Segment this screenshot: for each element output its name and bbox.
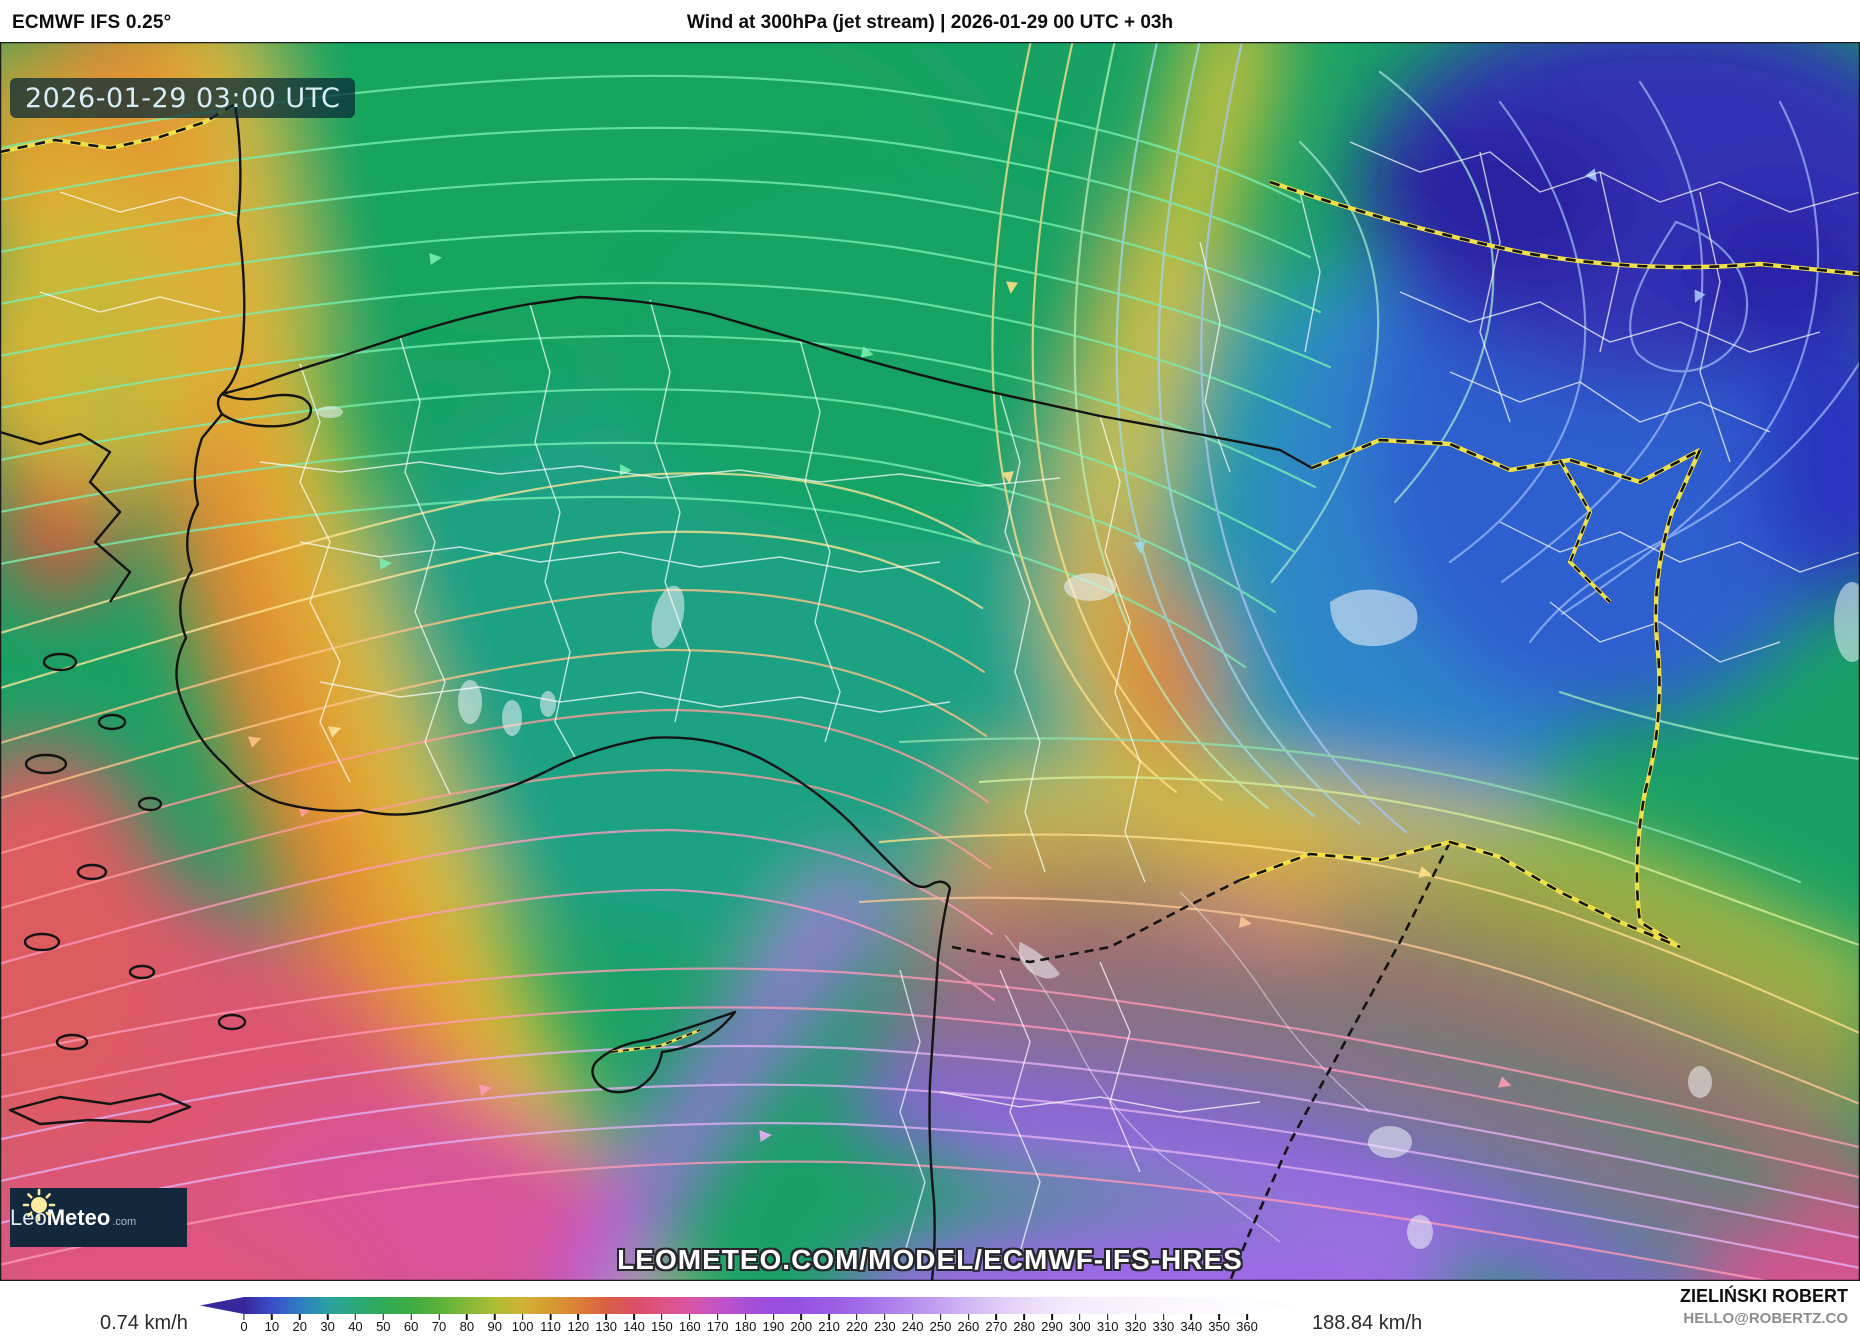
logo-tld: .com [112,1215,137,1228]
watermark-url: LEOMETEO.COM/MODEL/ECMWF-IFS-HRES [617,1244,1243,1275]
legend-tick: 110 [540,1314,561,1334]
legend-tick: 40 [348,1314,363,1334]
header-bar: ECMWF IFS 0.25° Wind at 300hPa (jet stre… [0,0,1860,42]
legend-tick: 130 [595,1314,617,1334]
legend-tick: 180 [735,1314,756,1334]
legend-ticks: 0 10 20 30 40 50 60 70 80 90 100 110 120 130 140 150 160… [240,1314,1258,1336]
legend-tick: 150 [651,1314,673,1334]
legend-tick: 60 [404,1314,418,1334]
logo-meteo: Meteo [46,1204,111,1230]
legend-tick: 350 [1208,1314,1230,1334]
legend-tick: 140 [623,1314,645,1334]
page-title: Wind at 300hPa (jet stream) | 2026-01-29… [686,12,1174,33]
rivers-layer [1004,891,1371,1243]
legend-tick: 290 [1041,1314,1063,1334]
legend-tick: 10 [265,1314,279,1334]
legend-tick: 240 [902,1314,924,1334]
legend-tick: 340 [1180,1314,1202,1334]
sun-icon [22,1188,56,1222]
streamlines-layer [0,42,1860,1281]
legend-tick: 360 [1236,1314,1258,1334]
legend-tick: 210 [818,1314,840,1334]
legend-tick: 160 [679,1314,701,1334]
legend-tick: 330 [1153,1314,1174,1334]
model-label: ECMWF IFS 0.25° [12,12,172,33]
wind-map-render [0,42,1860,1281]
country-borders-layer [0,103,1313,1281]
legend-max-label: 188.84 km/h [1312,1312,1423,1334]
legend-bar: 0.74 km/h 0 10 20 30 40 50 60 70 80 90 100 110 120 13… [0,1281,1860,1338]
legend-tick: 250 [930,1314,951,1334]
legend-tick: 270 [985,1314,1007,1334]
legend-tick: 80 [460,1314,474,1334]
leometeo-logo: LeoMeteo .com [10,1188,187,1247]
legend-tick: 320 [1125,1314,1146,1334]
legend-gradient [200,1297,1298,1314]
legend-tick: 20 [292,1314,307,1334]
legend-tick: 260 [958,1314,979,1334]
legend-tick: 300 [1069,1314,1091,1334]
legend-tick: 90 [488,1314,502,1334]
dashed-borders-layer [0,102,1860,1281]
legend-tick: 0 [240,1314,248,1334]
legend-min-label: 0.74 km/h [100,1312,188,1334]
legend-tick: 190 [763,1314,784,1334]
legend-tick: 30 [320,1314,335,1334]
logo-text: LeoMeteo .com [10,1205,136,1231]
timestamp-badge: 2026-01-29 03:00 UTC [10,78,356,118]
legend-tick: 200 [790,1314,812,1334]
lakes-layer [317,406,1860,1249]
legend-tick: 310 [1097,1314,1119,1334]
legend-tick: 50 [376,1314,391,1334]
legend-tick: 170 [707,1314,728,1334]
legend-tick: 230 [874,1314,896,1334]
credit-author: ZIELIŃSKI ROBERT [1679,1286,1848,1306]
legend-tick: 100 [512,1314,533,1334]
legend-tick: 220 [846,1314,868,1334]
streamline-arrows [248,168,1706,1142]
legend-tick: 280 [1013,1314,1035,1334]
admin-borders-layer [39,141,1860,1253]
credit-contact: HELLO@ROBERTZ.CO [1683,1310,1848,1327]
legend-tick: 70 [432,1314,446,1334]
legend-tick: 120 [567,1314,589,1334]
map-viewport[interactable]: 2026-01-29 03:00 UTC [0,42,1860,1281]
